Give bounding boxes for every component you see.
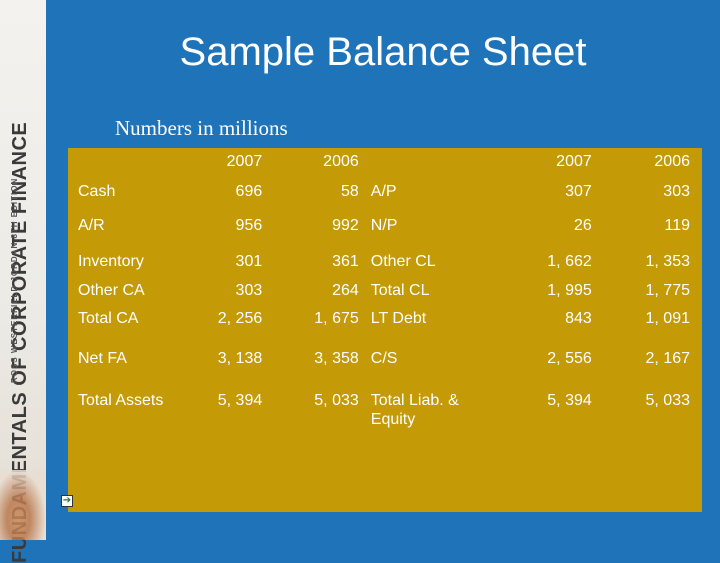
table-cell: Inventory: [78, 253, 144, 270]
table-cell: 956: [235, 217, 263, 234]
table-cell: A/P: [370, 183, 397, 200]
header-cell: 2007: [556, 153, 592, 170]
table-row: Cash 696 58 A/P 307 303: [68, 178, 702, 216]
header-cell: [68, 148, 170, 178]
table-cell: 3, 138: [217, 350, 263, 367]
table-cell: 5, 033: [645, 392, 690, 409]
table-cell: 5, 394: [217, 392, 263, 409]
table-cell: 264: [332, 282, 359, 299]
header-cell: [365, 148, 510, 178]
book-authors-names: ROSS WESTERFIELD JORDAN: [10, 241, 19, 383]
table-cell: 1, 675: [314, 310, 359, 327]
table-cell: Net FA: [78, 350, 127, 367]
table-cell: 3, 358: [314, 350, 359, 367]
next-slide-icon[interactable]: ➔: [61, 495, 73, 507]
table-cell: 5, 394: [547, 392, 592, 409]
book-edition: 8TH EDITION: [10, 177, 19, 239]
cover-artwork: [0, 470, 46, 540]
table-cell: 2, 556: [547, 350, 592, 367]
table-cell: LT Debt: [370, 310, 427, 327]
table-cell: C/S: [370, 350, 398, 367]
table-row: Other CA 303 264 Total CL 1, 995 1, 775: [68, 281, 702, 309]
table-cell: 1, 662: [547, 253, 592, 270]
table-cell: Other CA: [78, 282, 145, 299]
table-cell: 5, 033: [314, 392, 359, 409]
header-row: 2007 2006 2007 2006: [68, 148, 702, 178]
table-cell: 2, 167: [645, 350, 690, 367]
table-cell: 303: [663, 183, 690, 200]
slide-subtitle: Numbers in millions: [115, 116, 288, 140]
slide-title: Sample Balance Sheet: [179, 30, 587, 74]
table-cell: 307: [565, 183, 592, 200]
table-cell: 58: [340, 183, 359, 200]
table-cell: Total Assets: [78, 392, 164, 409]
table-row: Total Assets 5, 394 5, 033 Total Liab. &…: [68, 391, 702, 441]
header-cell: 2006: [323, 153, 359, 170]
table-cell: 301: [235, 253, 263, 270]
header-cell: 2007: [226, 153, 263, 170]
header-cell: 2006: [654, 153, 690, 170]
table-cell: 992: [332, 217, 359, 234]
table-cell: 119: [664, 217, 690, 234]
table-cell: 1, 775: [645, 282, 690, 299]
table-row: Inventory 301 361 Other CL 1, 662 1, 353: [68, 252, 702, 281]
table-cell: Total CA: [78, 310, 139, 327]
table-cell: 26: [573, 217, 592, 234]
table-cell: Other CL: [370, 253, 436, 270]
table-cell: 1, 091: [645, 310, 690, 327]
table-cell: A/R: [78, 217, 105, 234]
table-cell: 696: [235, 183, 263, 200]
book-sidebar: FUNDAMENTALS OF CORPORATE FINANCE ROSS W…: [0, 0, 46, 563]
table-row: Net FA 3, 138 3, 358 C/S 2, 556 2, 167: [68, 349, 702, 391]
table-cell: 843: [565, 310, 592, 327]
table-cell: 361: [332, 253, 359, 270]
table-cell: 2, 256: [217, 310, 263, 327]
table-cell: 1, 353: [645, 253, 690, 270]
table-cell: N/P: [370, 217, 398, 234]
table-cell: 1, 995: [547, 282, 592, 299]
table-row: Total CA 2, 256 1, 675 LT Debt 843 1, 09…: [68, 309, 702, 349]
table-cell: Total CL: [370, 282, 430, 299]
table-cell: Total Liab. & Equity: [370, 392, 459, 428]
table-cell: 303: [235, 282, 263, 299]
balance-sheet: 2007 2006 2007 2006 Cash 696 58 A/P 307 …: [68, 148, 702, 512]
table-row: A/R 956 992 N/P 26 119: [68, 216, 702, 252]
table-cell: Cash: [78, 183, 116, 200]
balance-sheet-table: 2007 2006 2007 2006 Cash 696 58 A/P 307 …: [68, 148, 702, 441]
book-authors: ROSS WESTERFIELD JORDAN 8TH EDITION: [10, 178, 30, 383]
